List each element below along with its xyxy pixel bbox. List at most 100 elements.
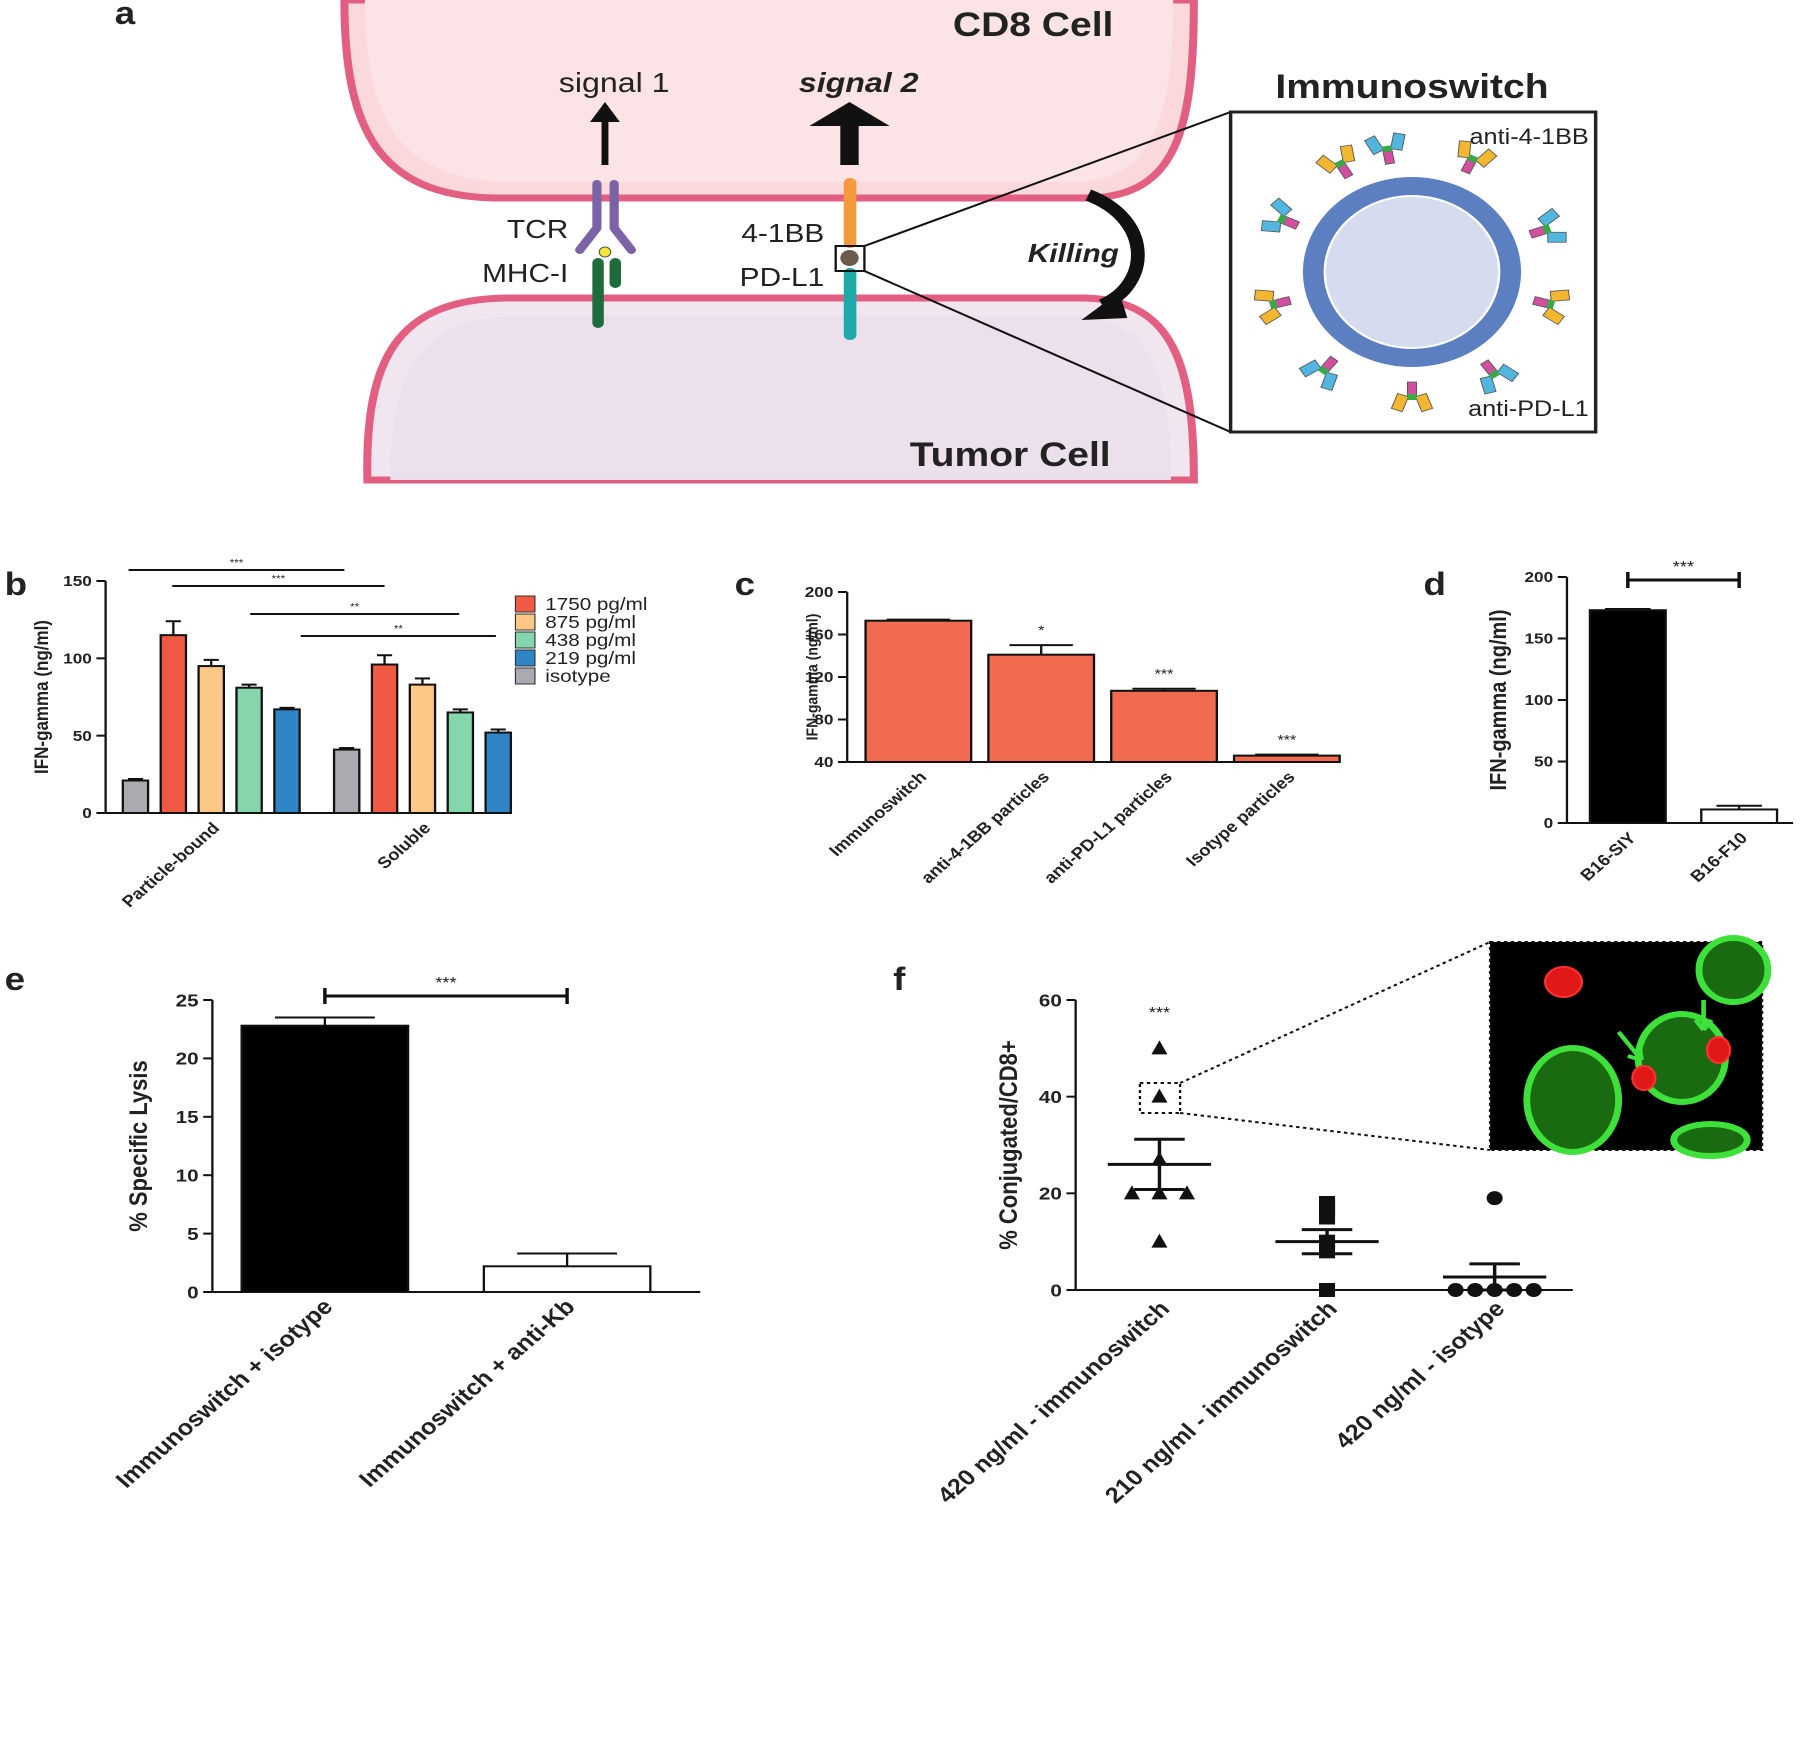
antibody-arm xyxy=(1457,140,1472,159)
y-tick-label: 20 xyxy=(1039,1184,1062,1204)
significance-label: *** xyxy=(1277,732,1296,748)
zoom-line xyxy=(1179,1112,1491,1151)
antibody-arm xyxy=(1320,371,1339,392)
panel-letter: e xyxy=(5,962,25,997)
legend-swatch xyxy=(514,649,536,667)
data-point xyxy=(1151,1088,1168,1103)
legend-swatch xyxy=(514,631,536,649)
panel-letter: a xyxy=(115,0,136,31)
y-tick-label: 0 xyxy=(82,805,92,822)
signal-label: signal 2 xyxy=(799,68,919,99)
y-tick-label: 0 xyxy=(1544,815,1554,832)
y-axis-label: % Specific Lysis xyxy=(126,1060,154,1232)
antibody xyxy=(1260,197,1301,233)
tcr xyxy=(592,180,602,230)
data-point xyxy=(1525,1283,1542,1297)
antibody-arm xyxy=(1363,135,1385,156)
bar xyxy=(273,708,301,815)
antibody-hinge xyxy=(1407,394,1417,400)
data-point xyxy=(1486,1191,1503,1206)
y-tick-label: 25 xyxy=(176,991,199,1011)
arrow-head xyxy=(590,102,620,122)
data-point xyxy=(1151,1185,1168,1200)
inset-label: anti-PD-L1 xyxy=(1468,397,1589,421)
x-tick-label: 420 ng/ml - isotype xyxy=(1330,1297,1510,1454)
cell-red xyxy=(1631,1065,1657,1091)
data-point xyxy=(1319,1283,1336,1297)
zoom-line xyxy=(863,111,1232,247)
y-tick-label: 150 xyxy=(63,573,92,590)
antibody-arm xyxy=(1315,154,1338,174)
bar xyxy=(482,1265,652,1293)
data-point xyxy=(1447,1283,1464,1297)
x-tick-label: anti-PD-L1 particles xyxy=(1039,767,1176,886)
y-tick-label: 10 xyxy=(176,1166,199,1186)
legend-label: 875 pg/ml xyxy=(545,612,636,632)
panel-letter: d xyxy=(1423,567,1445,602)
y-axis-label: % Conjugated/CD8+ xyxy=(996,1040,1024,1250)
antibody xyxy=(1479,359,1520,395)
data-point xyxy=(1319,1210,1336,1225)
zoom-line xyxy=(863,270,1232,433)
y-tick-label: 50 xyxy=(73,728,92,745)
bar xyxy=(240,1024,410,1294)
zoom-box xyxy=(834,245,866,272)
antibody-arm xyxy=(1537,207,1561,228)
antibody-arm xyxy=(1547,231,1567,243)
data-point xyxy=(1151,1040,1168,1055)
antibody-hinge xyxy=(1546,299,1556,309)
bar xyxy=(446,711,475,815)
particle xyxy=(840,250,859,266)
y-tick-label: 100 xyxy=(1524,692,1553,709)
legend-label: isotype xyxy=(545,666,610,686)
bar xyxy=(1700,808,1779,824)
y-tick-label: 0 xyxy=(1050,1281,1061,1301)
significance-label: ** xyxy=(350,602,360,613)
antibody-arm xyxy=(1542,306,1566,326)
zoom-box xyxy=(1138,1082,1182,1114)
inset-label: anti-4-1BB xyxy=(1470,125,1589,149)
data-point xyxy=(1123,1185,1140,1200)
antibody-arm xyxy=(1270,197,1293,218)
cell-label: Tumor Cell xyxy=(910,435,1111,473)
antibody xyxy=(1315,144,1356,180)
antibody-arm xyxy=(1475,148,1498,168)
legend-swatch xyxy=(514,595,536,613)
significance-label: * xyxy=(1038,623,1044,639)
antibody-arm xyxy=(1298,359,1322,378)
antibody-hinge xyxy=(1268,299,1278,309)
antibody-arm xyxy=(1390,392,1410,413)
y-axis-label: IFN-gamma (ng/ml) xyxy=(1486,610,1512,791)
data-point xyxy=(1151,1233,1168,1248)
legend-swatch xyxy=(514,613,536,631)
x-tick-label: B16-SIY xyxy=(1576,828,1641,884)
antibody-arm xyxy=(1479,375,1497,395)
x-tick-label: B16-F10 xyxy=(1686,828,1752,885)
y-tick-label: 150 xyxy=(1524,631,1553,648)
mhc xyxy=(592,258,604,328)
x-tick-label: Immunoswitch + isotype xyxy=(111,1295,338,1493)
bar xyxy=(1110,689,1218,763)
antibody-hinge xyxy=(1334,159,1346,169)
bar xyxy=(197,665,225,814)
cd8-cell-inner xyxy=(365,0,1174,182)
significance-label: ** xyxy=(394,624,404,635)
bar xyxy=(159,634,188,815)
cell-green xyxy=(1670,1121,1751,1159)
cell-green xyxy=(1523,1045,1623,1155)
panel-letter: b xyxy=(5,567,27,602)
bar xyxy=(121,779,150,815)
y-tick-label: 80 xyxy=(814,712,833,729)
y-tick-label: 40 xyxy=(1039,1087,1062,1107)
bar xyxy=(370,663,399,815)
tcr xyxy=(575,224,636,254)
inset-title: Immunoswitch xyxy=(1275,67,1548,105)
antibody xyxy=(1528,207,1567,243)
y-tick-label: 200 xyxy=(1524,569,1553,586)
antibody xyxy=(1298,355,1339,392)
antibody-arm xyxy=(1390,132,1406,151)
legend-swatch xyxy=(514,667,536,685)
y-axis-label: IFN-gamma (ng/ml) xyxy=(30,620,52,774)
